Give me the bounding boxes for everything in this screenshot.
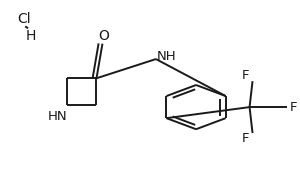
Text: Cl: Cl	[18, 12, 32, 26]
Text: H: H	[26, 29, 36, 43]
Text: F: F	[290, 101, 297, 114]
Text: NH: NH	[157, 50, 176, 63]
Text: O: O	[98, 29, 109, 43]
Text: HN: HN	[47, 110, 67, 123]
Text: F: F	[242, 132, 249, 145]
Text: F: F	[242, 69, 249, 82]
